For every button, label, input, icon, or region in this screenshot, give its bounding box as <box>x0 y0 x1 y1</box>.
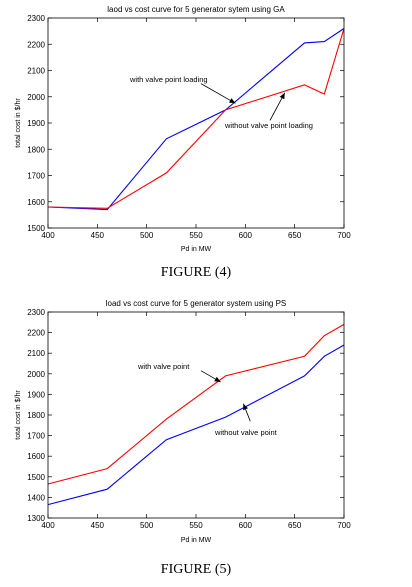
annotation-arrowhead <box>279 92 285 100</box>
plot-frame <box>47 311 345 519</box>
annotation-label: with valve point <box>137 362 190 371</box>
annotation-label: with valve point loading <box>129 75 208 84</box>
y-tick-label: 2100 <box>27 67 45 76</box>
y-tick-label: 1700 <box>27 432 45 441</box>
x-tick-label: 450 <box>91 231 105 240</box>
y-axis-label: total cost in $/hr <box>15 390 22 440</box>
series-line-1 <box>47 323 345 485</box>
annotation-label: without valve point <box>214 428 278 437</box>
y-tick-label: 1700 <box>27 172 45 181</box>
x-tick-label: 600 <box>239 521 253 530</box>
y-tick-label: 1900 <box>27 119 45 128</box>
x-tick-label: 650 <box>288 231 302 240</box>
figure-4: laod vs cost curve for 5 generator sytem… <box>0 0 412 290</box>
y-axis-label: total cost in $/hr <box>15 98 22 148</box>
y-tick-label: 2200 <box>27 329 45 338</box>
y-tick-label: 2300 <box>27 308 45 317</box>
y-tick-label: 1900 <box>27 390 45 399</box>
annotation-label: without valve point loading <box>224 121 313 130</box>
x-axis-label: Pd in MW <box>181 537 212 544</box>
x-tick-label: 700 <box>337 521 351 530</box>
y-tick-label: 2100 <box>27 349 45 358</box>
x-tick-label: 450 <box>91 521 105 530</box>
series-line-2 <box>47 28 345 209</box>
x-tick-label: 650 <box>288 521 302 530</box>
annotation-arrowhead <box>214 376 221 382</box>
x-tick-label: 400 <box>41 231 55 240</box>
y-tick-label: 1600 <box>27 452 45 461</box>
y-tick-label: 2300 <box>27 14 45 23</box>
series-line-2 <box>47 344 345 506</box>
y-tick-label: 2200 <box>27 40 45 49</box>
x-tick-label: 400 <box>41 521 55 530</box>
figure-5: load vs cost curve for 5 generator syste… <box>0 294 412 587</box>
x-tick-label: 550 <box>189 521 203 530</box>
chart-title: laod vs cost curve for 5 generator sytem… <box>107 5 285 14</box>
x-tick-label: 700 <box>337 231 351 240</box>
y-tick-label: 1500 <box>27 473 45 482</box>
y-tick-label: 1400 <box>27 493 45 502</box>
x-tick-label: 500 <box>140 521 154 530</box>
x-tick-label: 600 <box>239 231 253 240</box>
figure-caption: FIGURE (4) <box>161 265 232 280</box>
chart-title: load vs cost curve for 5 generator syste… <box>106 299 287 308</box>
series-line-1 <box>47 28 345 211</box>
chart-ga: laod vs cost curve for 5 generator sytem… <box>15 5 351 280</box>
chart-ps: load vs cost curve for 5 generator syste… <box>15 299 351 577</box>
y-tick-label: 1800 <box>27 411 45 420</box>
y-tick-label: 1600 <box>27 198 45 207</box>
y-tick-label: 2000 <box>27 370 45 379</box>
annotation-arrowhead <box>243 403 248 411</box>
figure-caption: FIGURE (5) <box>161 562 232 577</box>
y-tick-label: 1300 <box>27 514 45 523</box>
y-tick-label: 1500 <box>27 224 45 233</box>
x-tick-label: 550 <box>189 231 203 240</box>
y-tick-label: 1800 <box>27 145 45 154</box>
x-tick-label: 500 <box>140 231 154 240</box>
annotation-arrowhead <box>229 98 236 104</box>
x-axis-label: Pd in MW <box>181 246 212 253</box>
y-tick-label: 2000 <box>27 93 45 102</box>
annotation-arrow <box>200 83 236 104</box>
